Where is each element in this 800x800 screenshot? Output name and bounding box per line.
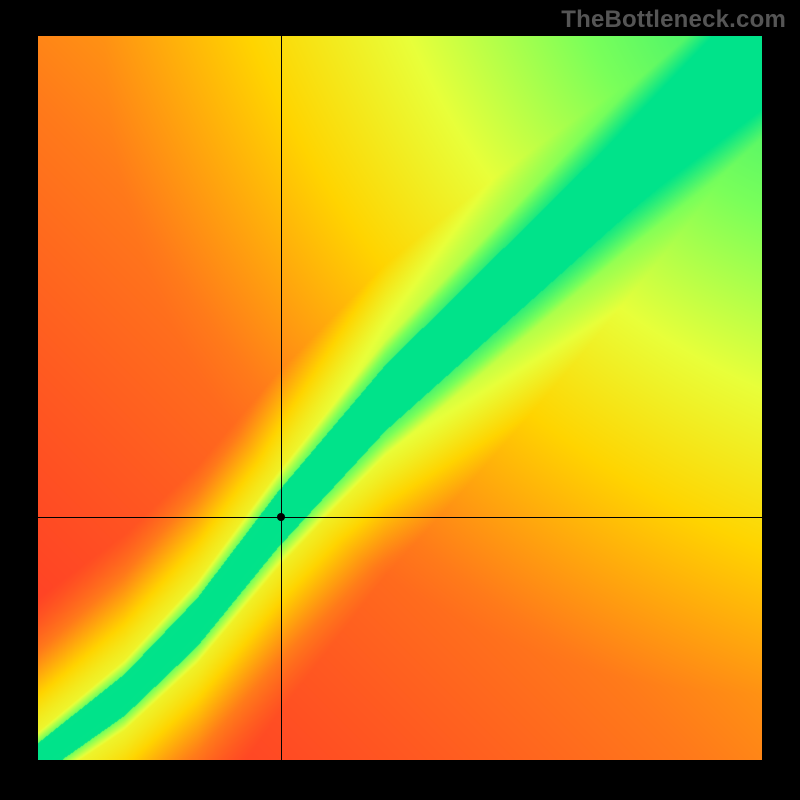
chart-stage: TheBottleneck.com [0,0,800,800]
crosshair-horizontal [38,517,762,518]
crosshair-marker [277,513,285,521]
crosshair-vertical [281,36,282,760]
watermark-text: TheBottleneck.com [561,6,786,34]
heatmap-canvas [38,36,762,760]
